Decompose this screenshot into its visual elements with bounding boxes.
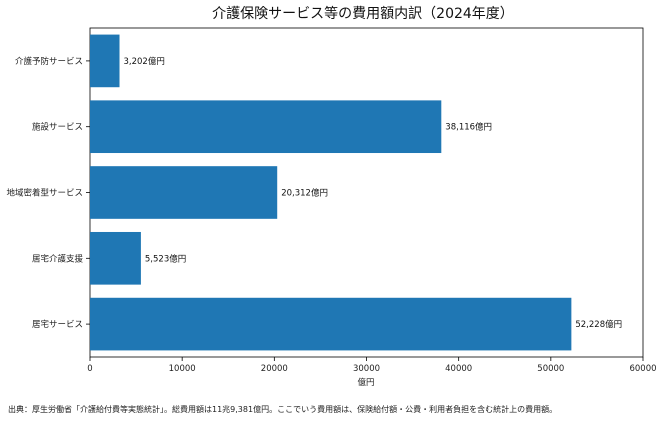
chart-title: 介護保険サービス等の費用額内訳（2024年度） (212, 5, 514, 22)
data-label: 5,523億円 (145, 253, 186, 264)
x-tick-label: 0 (87, 364, 92, 374)
data-label: 52,228億円 (575, 319, 622, 330)
source-note: 出典：厚生労働省「介護給付費等実態統計」。総費用額は11兆9,381億円。ここで… (8, 405, 558, 414)
x-tick-label: 40000 (445, 364, 472, 374)
data-label: 38,116億円 (445, 122, 492, 133)
bar (90, 166, 278, 219)
x-tick-label: 60000 (629, 364, 656, 374)
bars-group: 3,202億円 38,116億円 20,312億円 5,523億円 52,228億円 (90, 34, 622, 351)
bar (90, 297, 572, 351)
x-tick-label: 50000 (537, 364, 564, 374)
x-tick-label: 30000 (353, 364, 380, 374)
bar (90, 100, 442, 154)
bar (90, 231, 141, 285)
data-label: 3,202億円 (124, 56, 165, 67)
x-ticks-group: 0 10000 20000 30000 40000 50000 60000 (87, 357, 657, 374)
category-label: 居宅介護支援 (32, 253, 84, 264)
x-tick-label: 10000 (169, 364, 196, 374)
category-label: 地域密着型サービス (6, 188, 83, 199)
category-label: 介護予防サービス (15, 56, 83, 67)
data-label: 20,312億円 (281, 188, 328, 199)
x-axis-label: 億円 (357, 377, 374, 388)
x-tick-label: 20000 (261, 364, 288, 374)
category-label: 居宅サービス (32, 319, 83, 330)
bar (90, 34, 120, 88)
category-label: 施設サービス (32, 122, 83, 133)
